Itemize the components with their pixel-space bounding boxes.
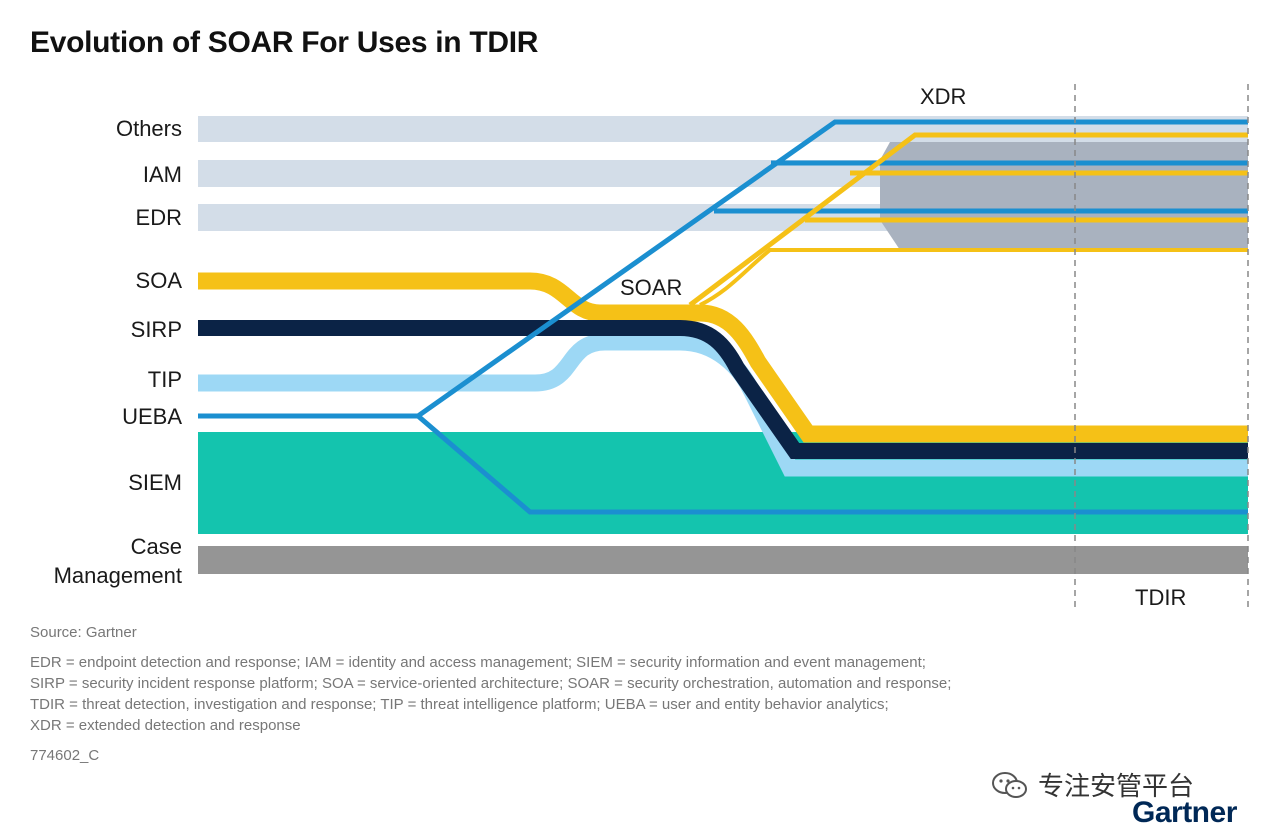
path-ueba-to-xdr (416, 119, 1248, 419)
row-label-tip: TIP (147, 367, 182, 392)
row-label-soa: SOA (135, 268, 182, 293)
note-line: EDR = endpoint detection and response; I… (30, 654, 926, 671)
abbreviation-notes: EDR = endpoint detection and response; I… (30, 652, 1230, 736)
watermark-text: 专注安管平台 (1038, 771, 1195, 801)
chart-title: Evolution of SOAR For Uses in TDIR (30, 26, 539, 59)
gartner-logo: Gartner (1132, 796, 1237, 829)
source-note: Source: Gartner (30, 624, 137, 641)
note-line: SIRP = security incident response platfo… (30, 675, 952, 692)
row-label-case: Case (130, 534, 182, 559)
row-label-iam: IAM (142, 162, 182, 187)
path-soar-to-xdr-low (699, 248, 1248, 307)
wechat-icon (992, 771, 1027, 798)
band-xdr-gray (880, 142, 1248, 250)
row-label-siem: SIEM (128, 470, 182, 495)
row-label-ueba: UEBA (122, 404, 182, 429)
note-line: TDIR = threat detection, investigation a… (30, 696, 889, 713)
row-label-others: Others (115, 116, 182, 141)
path-soar-to-xdr-top (688, 132, 1248, 307)
watermark: 专注安管平台 (990, 766, 1194, 803)
row-label-management: Management (53, 563, 182, 588)
figure-code: 774602_C (30, 747, 100, 764)
label-tdir: TDIR (1135, 585, 1187, 610)
row-label-sirp: SIRP (130, 317, 182, 342)
label-soar: SOAR (620, 275, 683, 300)
note-line: XDR = extended detection and response (30, 717, 301, 734)
path-ueba-to-siem (198, 413, 1248, 515)
band-case-management (198, 546, 1248, 574)
row-label-edr: EDR (135, 205, 182, 230)
label-xdr: XDR (920, 84, 967, 109)
path-soa (198, 272, 1248, 443)
path-sirp (198, 320, 1248, 459)
